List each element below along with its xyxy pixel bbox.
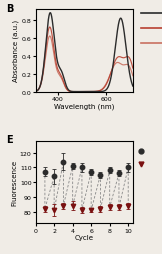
Text: E: E	[6, 135, 13, 145]
Y-axis label: Fluorescence: Fluorescence	[11, 160, 17, 205]
Y-axis label: Absorbance (a.u.): Absorbance (a.u.)	[12, 20, 19, 82]
X-axis label: Cycle: Cycle	[75, 234, 94, 240]
X-axis label: Wavelength (nm): Wavelength (nm)	[54, 103, 114, 109]
Text: B: B	[6, 4, 14, 13]
